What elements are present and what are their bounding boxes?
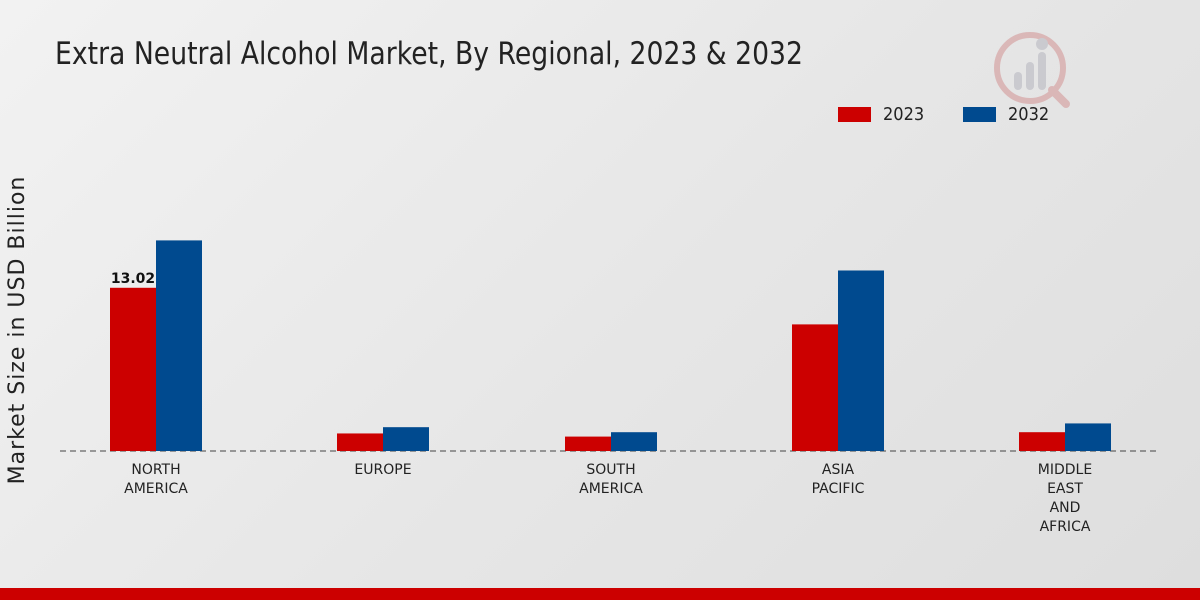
chart-title: Extra Neutral Alcohol Market, By Regiona… — [55, 36, 803, 72]
legend-swatch-2023 — [838, 107, 871, 122]
bar-2032-3 — [838, 270, 884, 451]
x-tick-label-1: EUROPE — [354, 462, 411, 478]
brand-logo-icon — [994, 32, 1070, 108]
bar-2032-0 — [156, 240, 202, 451]
bar-2023-1 — [337, 433, 383, 451]
legend-swatch-2032 — [962, 107, 996, 122]
legend-item-2023: 2023 — [838, 104, 929, 125]
bar-2023-3 — [792, 324, 838, 451]
bar-2023-0 — [110, 287, 156, 451]
legend: 2023 2032 — [838, 104, 1088, 125]
x-tick-label-2: SOUTH AMERICA — [579, 462, 643, 497]
x-tick-label-4: MIDDLE EAST AND AFRICA — [1038, 462, 1092, 535]
bar-2032-4 — [1065, 423, 1111, 451]
bar-2032-1 — [383, 427, 429, 451]
bar-2032-2 — [611, 432, 657, 451]
data-label-0: 13.02 — [111, 271, 155, 287]
bar-2023-4 — [1019, 432, 1065, 451]
legend-label-2032: 2032 — [1007, 104, 1050, 125]
x-tick-label-3: ASIA PACIFIC — [812, 462, 865, 497]
x-tick-label-0: NORTH AMERICA — [124, 462, 188, 497]
bottom-accent-bar — [0, 588, 1200, 600]
bar-2023-2 — [565, 436, 611, 451]
legend-item-2032: 2032 — [962, 104, 1054, 125]
legend-label-2023: 2023 — [883, 104, 925, 125]
